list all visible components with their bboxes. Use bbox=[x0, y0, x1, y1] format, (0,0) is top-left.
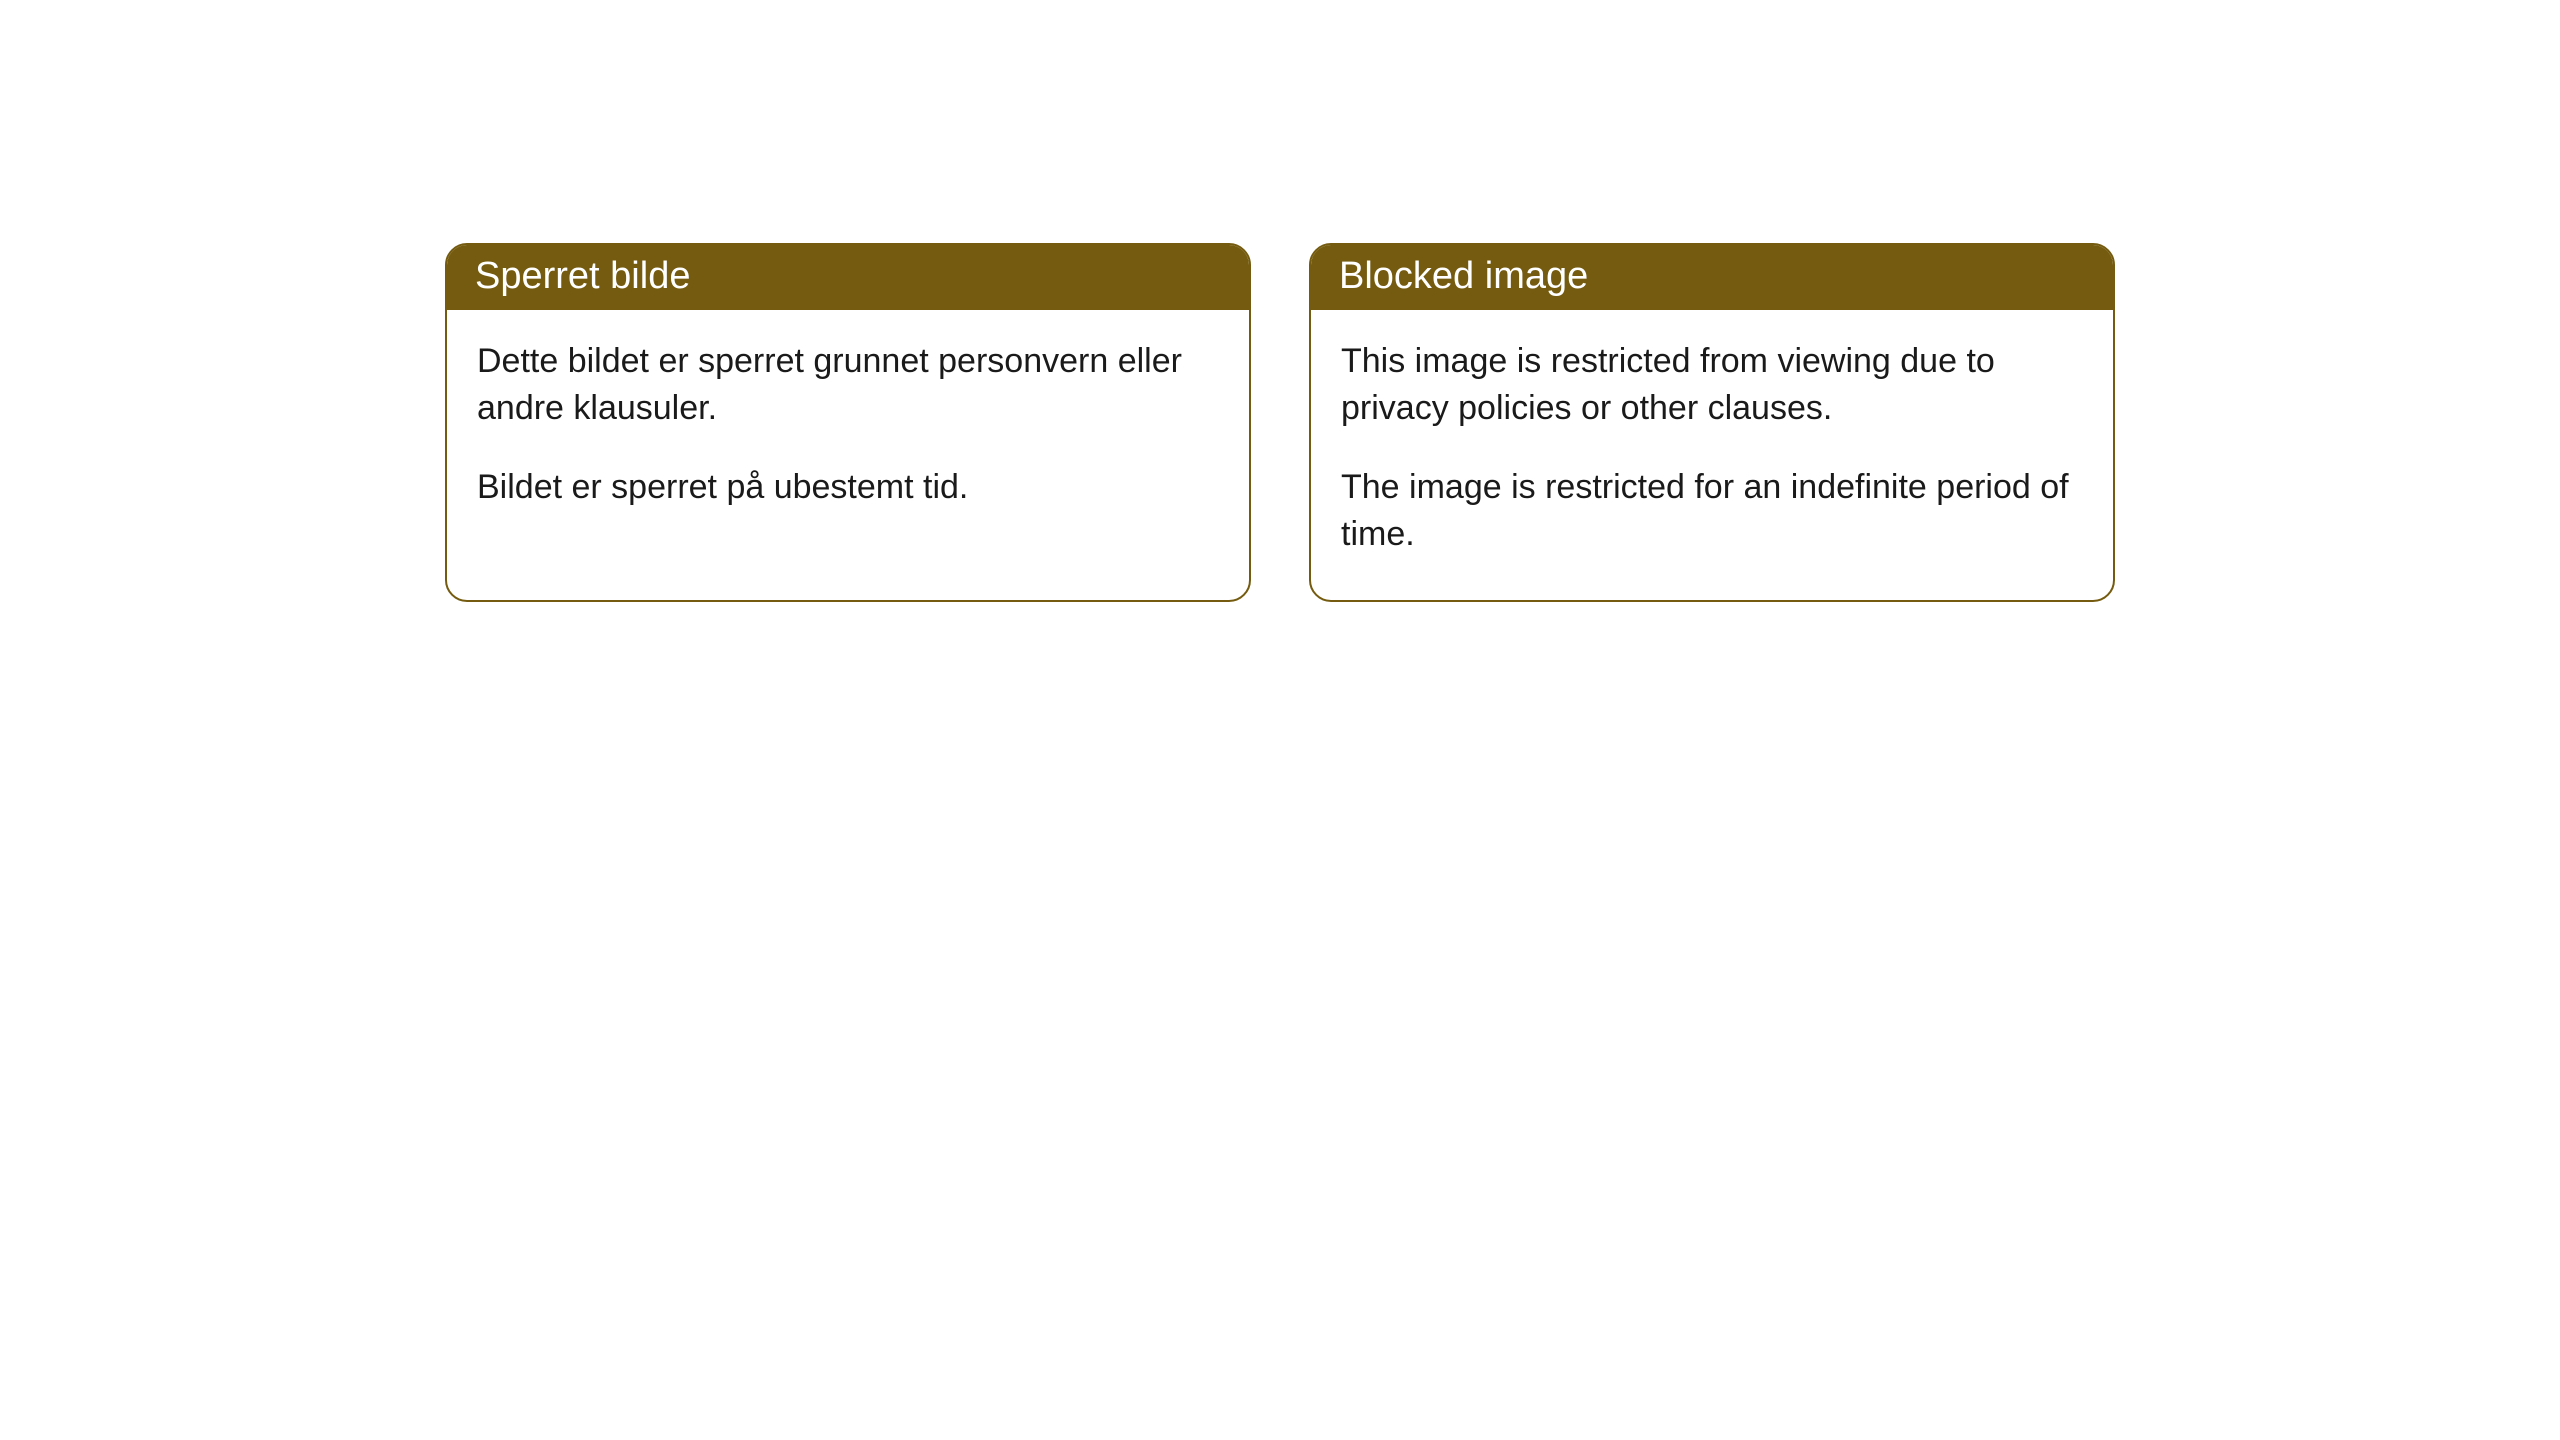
blocked-image-card-en: Blocked image This image is restricted f… bbox=[1309, 243, 2115, 602]
cards-container: Sperret bilde Dette bildet er sperret gr… bbox=[0, 0, 2560, 602]
card-paragraph-1-en: This image is restricted from viewing du… bbox=[1341, 338, 2083, 432]
blocked-image-card-no: Sperret bilde Dette bildet er sperret gr… bbox=[445, 243, 1251, 602]
card-paragraph-2-no: Bildet er sperret på ubestemt tid. bbox=[477, 464, 1219, 511]
card-paragraph-1-no: Dette bildet er sperret grunnet personve… bbox=[477, 338, 1219, 432]
card-paragraph-2-en: The image is restricted for an indefinit… bbox=[1341, 464, 2083, 558]
card-header-en: Blocked image bbox=[1311, 245, 2113, 310]
card-header-no: Sperret bilde bbox=[447, 245, 1249, 310]
card-body-en: This image is restricted from viewing du… bbox=[1311, 310, 2113, 600]
card-body-no: Dette bildet er sperret grunnet personve… bbox=[447, 310, 1249, 553]
